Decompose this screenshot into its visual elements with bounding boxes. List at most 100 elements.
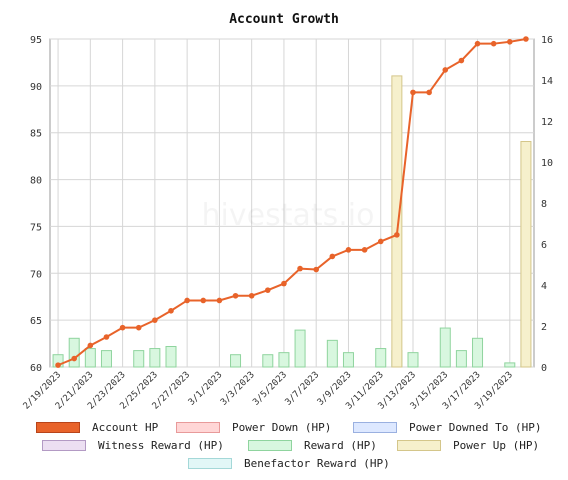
legend-item-benefactor-reward[interactable]: Benefactor Reward (HP)	[188, 456, 390, 470]
account-hp-point	[394, 232, 400, 238]
legend-item-reward[interactable]: Reward (HP)	[248, 438, 377, 452]
legend-label: Benefactor Reward (HP)	[244, 456, 390, 470]
account-hp-point	[410, 89, 416, 96]
account-hp-point	[184, 297, 190, 304]
y-left-tick-label: 60	[30, 363, 42, 374]
y-right-tick-label: 14	[541, 76, 553, 87]
y-right-tick-label: 0	[541, 363, 547, 374]
bar	[84, 348, 96, 368]
y-left-tick-label: 80	[30, 176, 42, 187]
bar	[439, 327, 451, 368]
y-left-tick-label: 95	[30, 35, 42, 46]
legend-item-power-down[interactable]: Power Down (HP)	[176, 420, 331, 434]
account-hp-point	[135, 324, 142, 331]
y-left-tick-label: 70	[30, 269, 42, 280]
legend-label: Power Up (HP)	[453, 438, 540, 452]
account-hp-point	[442, 67, 449, 73]
y-left-tick-label: 90	[30, 82, 42, 93]
bar	[407, 352, 419, 368]
legend-swatch	[397, 439, 441, 451]
bar	[455, 350, 467, 368]
y-right-tick-label: 16	[541, 35, 553, 46]
legend-swatch	[353, 421, 397, 433]
bar	[230, 354, 242, 368]
x-tick-label: 3/1/2023	[187, 370, 225, 408]
account-hp-point	[119, 324, 126, 331]
account-hp-point	[345, 247, 352, 253]
bar	[149, 348, 161, 368]
account-hp-point	[507, 39, 513, 45]
bar	[165, 346, 177, 368]
account-hp-point	[168, 307, 174, 314]
account-hp-point	[458, 57, 465, 64]
account-hp-point	[426, 89, 432, 96]
account-hp-point	[103, 334, 110, 340]
grid-lines	[49, 38, 535, 368]
legend-swatch	[36, 421, 80, 433]
watermark: hivestats.io	[202, 198, 375, 233]
account-hp-point	[313, 266, 320, 273]
account-hp-point	[232, 292, 239, 299]
legend-item-account-hp[interactable]: Account HP	[36, 420, 158, 434]
bar	[262, 354, 274, 368]
y-right-tick-label: 10	[541, 158, 553, 169]
legend-swatch	[176, 421, 220, 433]
account-hp-point	[523, 36, 529, 42]
account-hp-point	[87, 342, 94, 349]
plot-area	[49, 38, 535, 368]
account-hp-point	[200, 297, 207, 304]
bar	[68, 337, 80, 368]
x-tick-label: 3/3/2023	[219, 370, 257, 408]
bar-series	[52, 75, 532, 368]
y-right-tick-label: 4	[541, 281, 547, 292]
legend-item-power-up[interactable]: Power Up (HP)	[397, 438, 539, 452]
legend-label: Witness Reward (HP)	[98, 438, 224, 452]
account-hp-point	[71, 355, 77, 362]
y-right-tick-label: 12	[541, 117, 553, 128]
account-hp-point	[265, 287, 271, 293]
legend-item-witness-reward[interactable]: Witness Reward (HP)	[42, 438, 224, 452]
bar	[133, 350, 145, 368]
bar	[375, 348, 387, 368]
account-hp-point	[361, 247, 368, 253]
bar	[294, 329, 306, 368]
legend-item-power-downed-to[interactable]: Power Downed To (HP)	[353, 420, 541, 434]
bar	[472, 337, 484, 368]
bar	[326, 339, 338, 368]
chart-title: Account Growth	[229, 12, 339, 27]
legend: Account HP Power Down (HP) Power Downed …	[0, 416, 568, 476]
bar	[520, 141, 532, 368]
account-hp-point	[216, 297, 223, 304]
bar	[100, 350, 112, 368]
y-left-tick-label: 85	[30, 129, 42, 140]
legend-swatch	[42, 439, 86, 451]
legend-swatch	[248, 439, 292, 451]
account-hp-point	[474, 40, 481, 47]
account-hp-point	[281, 280, 287, 287]
y-right-tick-label: 6	[541, 240, 547, 251]
x-tick-label: 3/5/2023	[251, 370, 289, 408]
bar	[342, 352, 354, 368]
legend-label: Power Downed To (HP)	[409, 420, 542, 434]
bar	[504, 362, 516, 368]
account-hp-point	[329, 253, 336, 260]
bar	[391, 75, 403, 368]
account-hp-point	[152, 317, 158, 323]
account-hp-point	[490, 40, 497, 47]
account-hp-point	[297, 265, 303, 272]
legend-label: Account HP	[92, 420, 159, 434]
account-hp-point	[248, 292, 255, 299]
legend-label: Power Down (HP)	[232, 420, 332, 434]
line-series	[55, 36, 529, 368]
legend-label: Reward (HP)	[304, 438, 377, 452]
account-hp-point	[377, 238, 384, 245]
legend-swatch	[188, 457, 232, 469]
bar	[278, 352, 290, 368]
account-hp-point	[55, 362, 61, 368]
x-tick-label: 3/7/2023	[284, 370, 322, 408]
y-right-tick-label: 8	[541, 199, 547, 210]
y-left-tick-label: 75	[30, 222, 42, 233]
y-left-tick-label: 65	[30, 316, 42, 327]
y-right-tick-label: 2	[541, 322, 547, 333]
chart-canvas: 606570758085909502468101214162/19/20232/…	[22, 35, 553, 412]
